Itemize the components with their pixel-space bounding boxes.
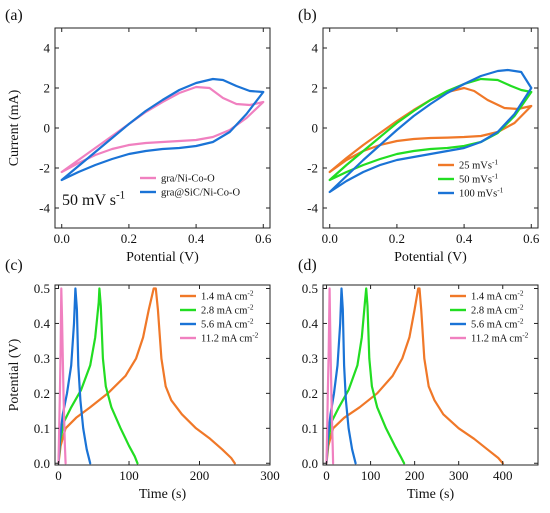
scan-rate-annotation: 50 mV s-1 <box>62 190 125 209</box>
y-tick-label: 4 <box>44 41 51 56</box>
series-line-3 <box>325 287 357 465</box>
x-tick-label: 300 <box>449 468 469 483</box>
x-axis-label: Potential (V) <box>126 250 199 265</box>
y-tick-label: -4 <box>307 201 318 216</box>
series-group <box>325 287 504 465</box>
x-tick-label: 0.0 <box>322 231 338 246</box>
y-tick-label: 0.3 <box>302 351 318 366</box>
y-tick-label: 0.4 <box>302 316 319 331</box>
series-line-1 <box>328 86 533 174</box>
y-tick-label: 0 <box>312 121 319 136</box>
panel-c: (c) 0 100 200 300 0.0 0.1 0.2 0.3 0.4 0.5 Time (s) P… <box>5 257 280 502</box>
x-tick-label: 0 <box>55 468 62 483</box>
x-axis-label: Potential (V) <box>394 250 467 265</box>
y-tick-label: 0.5 <box>302 281 318 296</box>
legend-entry: 50 mVs-1 <box>459 171 498 185</box>
x-axis-label: Time (s) <box>407 487 455 502</box>
panel-label: (d) <box>298 257 317 274</box>
x-tick-label: 0.6 <box>255 231 272 246</box>
x-tick-label: 0 <box>323 468 330 483</box>
y-tick-label: 0.2 <box>302 386 318 401</box>
series-line-2 <box>328 77 533 182</box>
x-tick-label: 100 <box>361 468 381 483</box>
y-tick-label: 0.0 <box>34 456 50 471</box>
y-tick-label: 4 <box>312 41 319 56</box>
y-tick-label: 0.0 <box>302 456 318 471</box>
legend-entry: gra@SiC/Ni-Co-O <box>161 188 241 199</box>
legend: gra/Ni-Co-O gra@SiC/Ni-Co-O <box>140 174 241 199</box>
y-tick-label: -4 <box>39 201 50 216</box>
panel-label: (b) <box>298 7 317 24</box>
legend-entry: 5.6 mA cm-2 <box>201 316 254 330</box>
legend-entry: 11.2 mA cm-2 <box>201 330 259 344</box>
x-tick-label: 0.4 <box>456 231 473 246</box>
y-tick-label: 0.4 <box>34 316 51 331</box>
panel-label: (a) <box>5 7 23 24</box>
x-axis-label: Time (s) <box>139 487 187 502</box>
series-line-2 <box>57 287 139 465</box>
panel-b: (b) 0.0 0.2 0.4 0.6 -4 -2 0 2 4 Potential (V) 25 mV… <box>298 7 540 265</box>
legend-entry: 2.8 mA cm-2 <box>201 302 254 316</box>
x-tick-label: 0.2 <box>121 231 137 246</box>
y-tick-label: 2 <box>44 81 51 96</box>
legend-entry: gra/Ni-Co-O <box>161 174 215 185</box>
legend-entry: 1.4 mA cm-2 <box>201 288 254 302</box>
series-group <box>57 287 236 465</box>
y-tick-label: -2 <box>307 161 318 176</box>
y-tick-label: 0.2 <box>34 386 50 401</box>
legend-entry: 11.2 mA cm-2 <box>471 330 529 344</box>
plot-frame <box>54 284 271 466</box>
legend: 1.4 mA cm-22.8 mA cm-25.6 mA cm-211.2 mA… <box>180 288 259 345</box>
x-tick-label: 100 <box>119 468 139 483</box>
series-group <box>60 77 265 182</box>
x-tick-label: 0.6 <box>523 231 540 246</box>
x-tick-label: 400 <box>493 468 513 483</box>
y-tick-label: 0.1 <box>34 421 50 436</box>
plot-frame <box>322 284 539 466</box>
y-tick-label: 0.3 <box>34 351 50 366</box>
x-tick-label: 0.4 <box>188 231 205 246</box>
x-tick-label: 0.2 <box>389 231 405 246</box>
series-line-3 <box>57 287 92 465</box>
panel-label: (c) <box>5 257 23 274</box>
legend-entry: 1.4 mA cm-2 <box>471 288 524 302</box>
y-tick-label: 0.1 <box>302 421 318 436</box>
y-tick-label: 0 <box>44 121 51 136</box>
series-line-1 <box>57 287 236 465</box>
y-tick-label: 0.5 <box>34 281 50 296</box>
series-line-2 <box>325 287 406 465</box>
x-tick-label: 0.0 <box>54 231 70 246</box>
panel-d: (d) 0 100 200 300 400 0.0 0.1 0.2 0.3 0.4 0.5 Time (… <box>298 257 539 502</box>
panel-a: (a) 0.0 0.2 0.4 0.6 -4 -2 0 2 4 Potential (V) Curre… <box>5 7 272 265</box>
series-line-1 <box>325 287 504 465</box>
y-axis-label: Current (mA) <box>7 89 22 166</box>
series-line-2 <box>60 77 265 182</box>
y-tick-label: -2 <box>39 161 50 176</box>
y-axis-label: Potential (V) <box>7 338 22 411</box>
x-tick-label: 200 <box>190 468 210 483</box>
legend-entry: 100 mVs-1 <box>459 185 504 199</box>
x-tick-label: 300 <box>260 468 280 483</box>
legend-entry: 25 mVs-1 <box>459 157 498 171</box>
legend-entry: 2.8 mA cm-2 <box>471 302 524 316</box>
legend-entry: 5.6 mA cm-2 <box>471 316 524 330</box>
series-line-4 <box>325 287 335 465</box>
y-tick-label: 2 <box>312 81 319 96</box>
series-line-3 <box>328 68 533 194</box>
series-line-4 <box>57 287 67 465</box>
legend: 1.4 mA cm-22.8 mA cm-25.6 mA cm-211.2 mA… <box>450 288 529 345</box>
x-tick-label: 200 <box>405 468 425 483</box>
series-group <box>328 68 533 194</box>
